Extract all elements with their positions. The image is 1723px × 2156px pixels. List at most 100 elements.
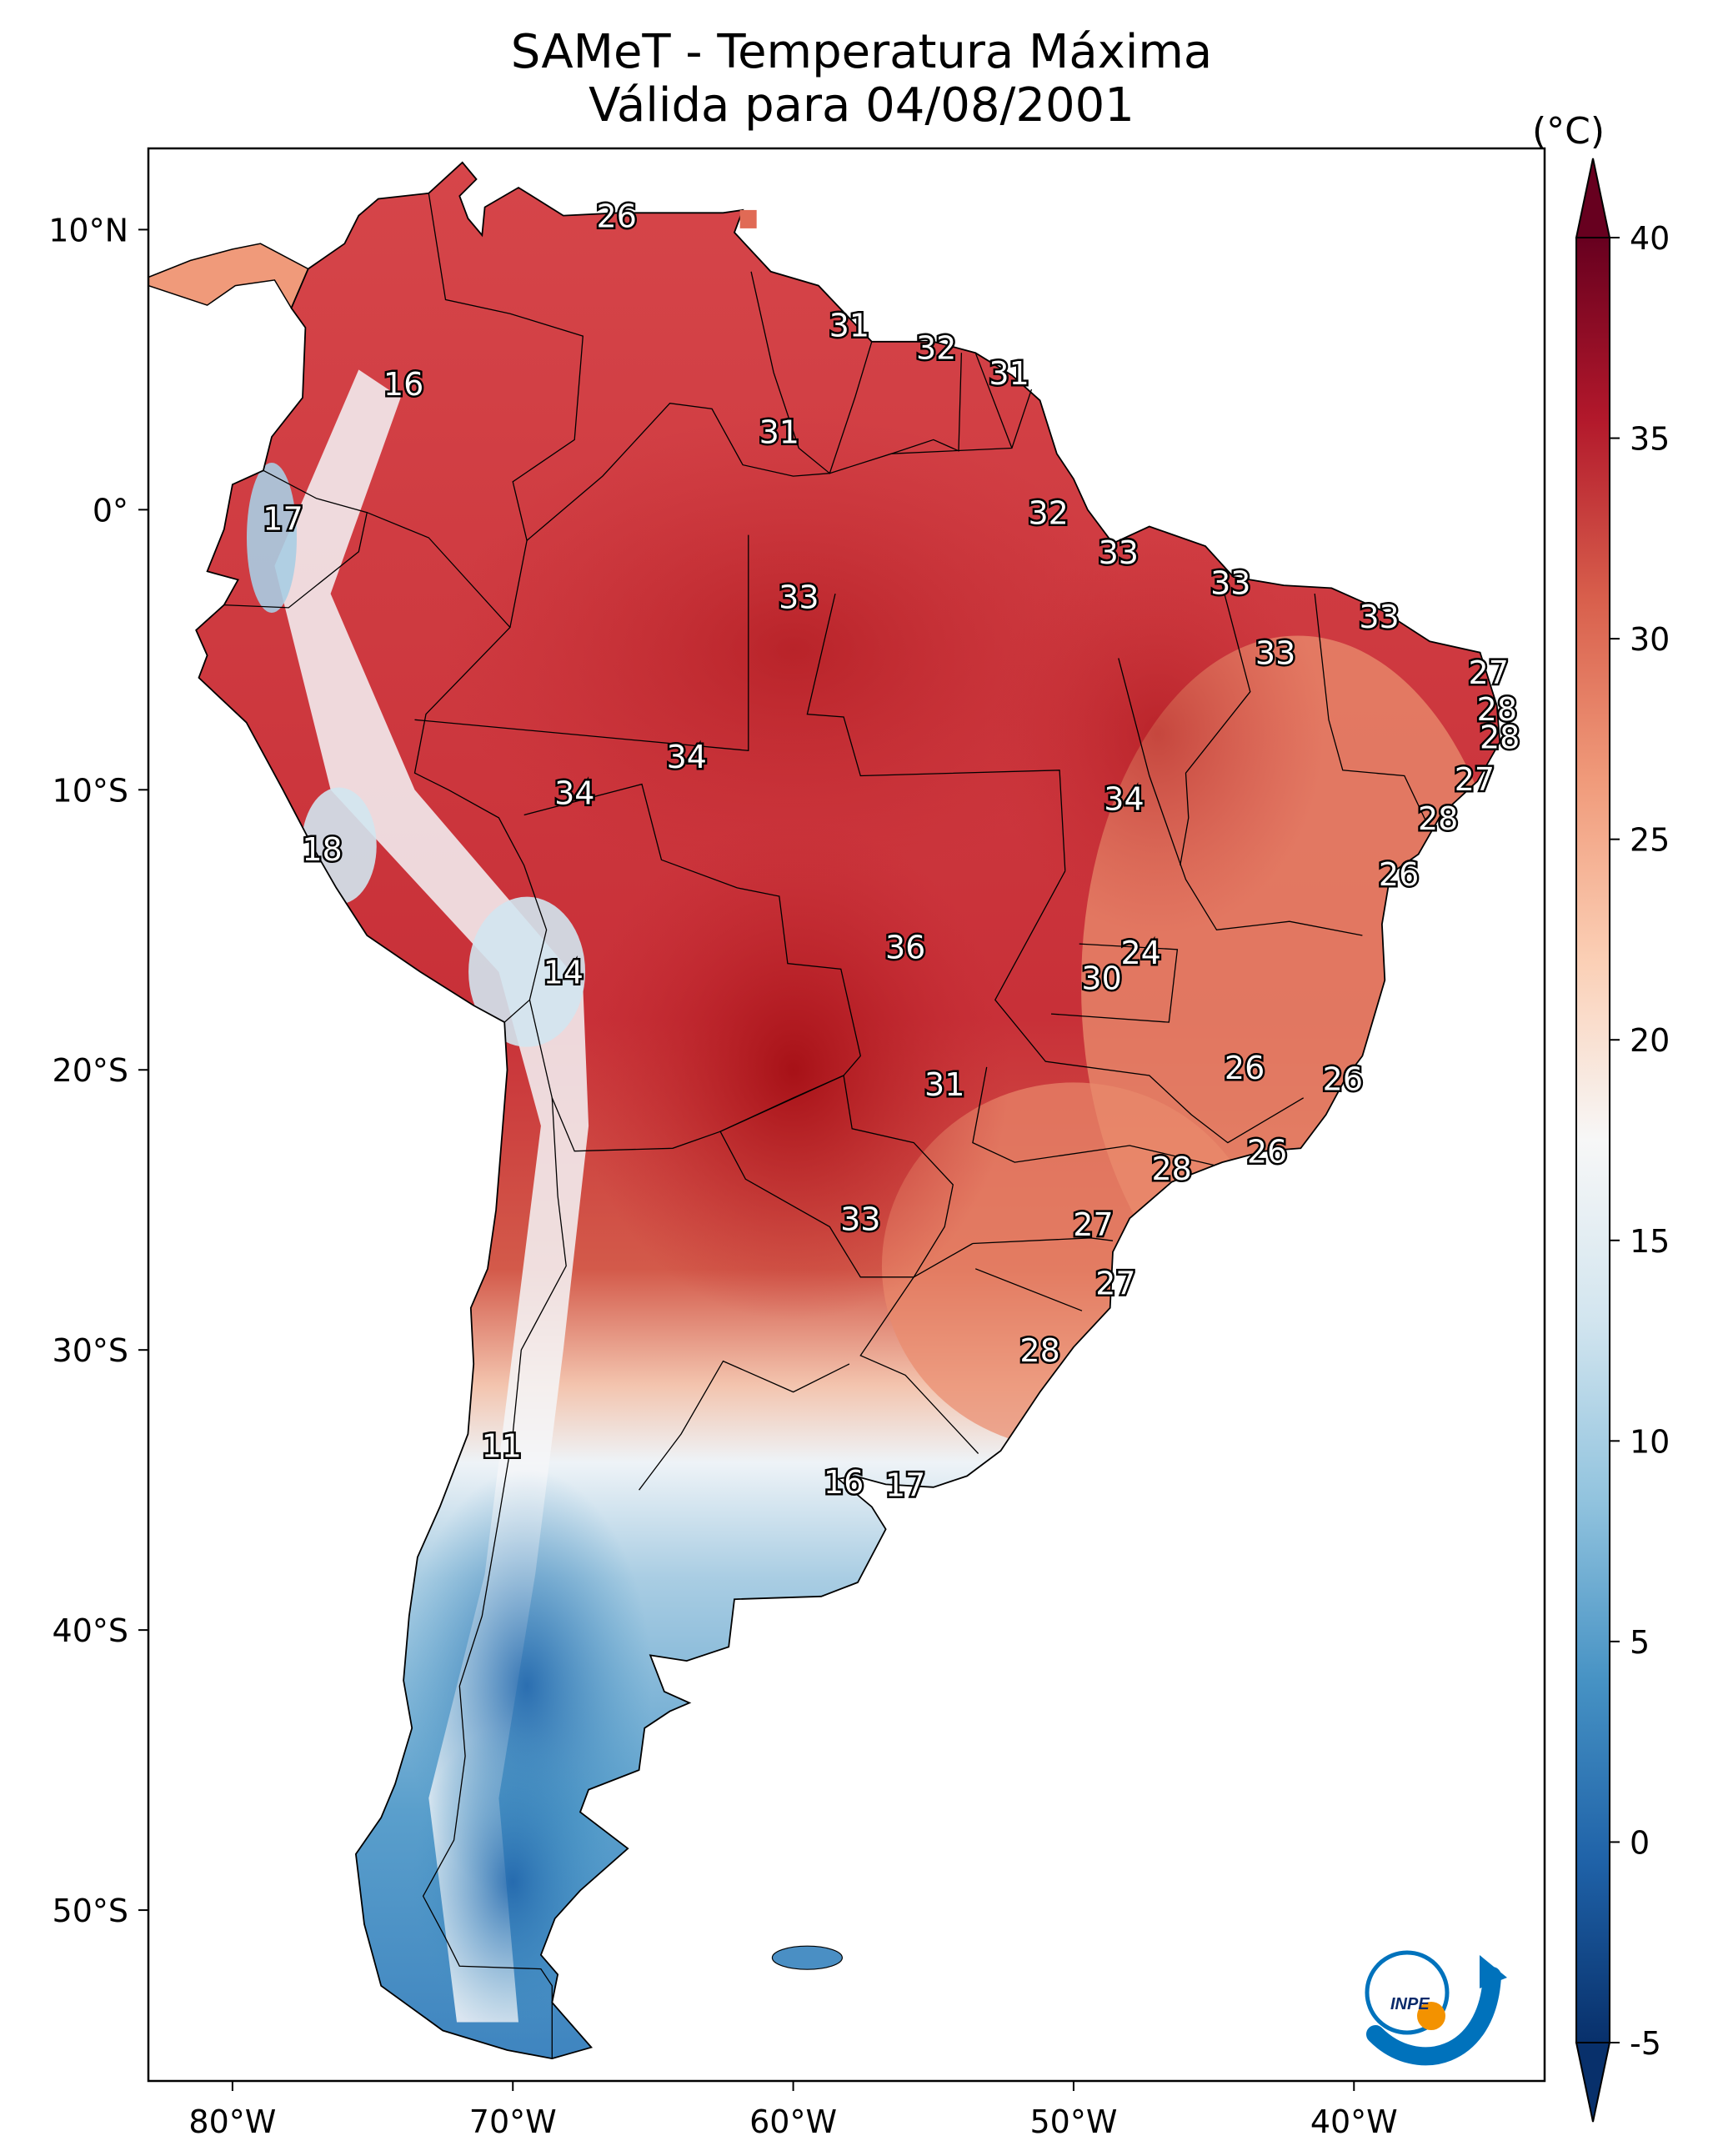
temperature-label: 33 xyxy=(1359,599,1399,635)
temperature-label: 16 xyxy=(824,1464,864,1501)
temperature-label: 36 xyxy=(885,929,925,965)
colorbar-tick-label: 40 xyxy=(1630,220,1670,257)
temperature-label: 18 xyxy=(302,831,342,868)
y-tick-label: 20°S xyxy=(53,1052,128,1089)
colorbar-tick-label: 0 xyxy=(1630,1824,1650,1861)
colorbar-tick-label: 15 xyxy=(1630,1223,1670,1260)
temperature-label: 31 xyxy=(989,355,1029,392)
x-tick-label: 60°W xyxy=(749,2103,837,2140)
temperature-label: 34 xyxy=(1104,780,1144,817)
map-frame xyxy=(147,147,1546,2083)
temperature-label: 32 xyxy=(1028,495,1068,532)
border-line xyxy=(1050,943,1179,1023)
temperature-label: 14 xyxy=(543,955,584,991)
temperature-label: 17 xyxy=(263,500,303,537)
temperature-label: 33 xyxy=(840,1201,880,1237)
colorbar-unit: (°C) xyxy=(1532,110,1605,153)
central-america xyxy=(148,243,309,310)
temperature-label: 34 xyxy=(554,775,594,812)
temperature-label: 27 xyxy=(1455,761,1495,798)
border-line xyxy=(750,271,873,474)
map-title-line2: Válida para 04/08/2001 xyxy=(589,78,1134,133)
border-line xyxy=(806,593,1066,871)
border-line xyxy=(422,1097,567,2059)
temperature-label: 31 xyxy=(759,414,799,450)
border-line xyxy=(526,389,1033,541)
logo-text: INPE xyxy=(1390,1995,1430,2013)
temperature-label: 33 xyxy=(779,579,819,616)
political-borders xyxy=(223,193,1430,2059)
colorbar-tick-label: 10 xyxy=(1630,1423,1670,1460)
border-line xyxy=(223,469,368,609)
border-line xyxy=(859,1242,979,1454)
y-tick-label: 10°N xyxy=(48,212,128,248)
temperature-label: 33 xyxy=(1210,565,1250,602)
temperature-label: 28 xyxy=(1477,691,1517,728)
temperature-label: 26 xyxy=(597,198,637,235)
x-tick-label: 80°W xyxy=(188,2103,276,2140)
temperature-label: 27 xyxy=(1469,654,1509,691)
colorbar: -5 0 5 10 15 20 25 30 35 40 xyxy=(1575,158,1670,2123)
inpe-logo: INPE xyxy=(1365,1950,1507,2066)
colorbar-tick-label: 5 xyxy=(1630,1624,1650,1661)
temperature-label: 27 xyxy=(1095,1266,1135,1302)
border-line xyxy=(414,534,749,752)
colorbar-body xyxy=(1575,237,1610,2043)
x-tick-label: 40°W xyxy=(1310,2103,1398,2140)
x-tick-label: 70°W xyxy=(469,2103,557,2140)
y-axis: 10°N 0° 10°S 20°S 30°S 40°S 50°S xyxy=(48,212,148,1929)
border-line xyxy=(974,352,1013,449)
logo-ring-icon xyxy=(1365,1950,1450,2035)
y-tick-label: 10°S xyxy=(53,772,128,809)
y-tick-label: 50°S xyxy=(53,1893,128,1929)
border-line xyxy=(428,193,584,628)
temperature-label: 28 xyxy=(1151,1151,1191,1187)
border-line xyxy=(891,353,963,454)
temperature-label: 33 xyxy=(1255,635,1295,672)
y-tick-label: 40°S xyxy=(53,1612,128,1649)
border-line xyxy=(974,1268,1083,1311)
temperature-label: 31 xyxy=(924,1066,964,1103)
y-tick-label: 0° xyxy=(93,492,128,529)
temperature-label: 31 xyxy=(829,308,869,344)
south-america-landmass xyxy=(148,161,1501,2060)
temperature-label: 24 xyxy=(1120,935,1160,971)
temperature-label: 28 xyxy=(1019,1332,1059,1369)
temperature-label: 32 xyxy=(916,330,956,367)
temperature-label: 11 xyxy=(482,1427,522,1464)
colorbar-tick-label: 25 xyxy=(1630,822,1670,859)
temperature-label: 34 xyxy=(667,739,707,775)
logo-swoosh-icon xyxy=(1366,1967,1501,2066)
map-title-line1: SAMeT - Temperatura Máxima xyxy=(510,25,1213,79)
temperature-label: 16 xyxy=(383,366,423,403)
border-line xyxy=(719,1075,954,1278)
temperature-label: 26 xyxy=(1247,1134,1287,1171)
temperature-label: 27 xyxy=(1073,1206,1113,1243)
y-tick-label: 30°S xyxy=(53,1332,128,1369)
colorbar-tick-label: 35 xyxy=(1630,421,1670,458)
falkland-islands xyxy=(771,1945,844,1970)
trinidad-island xyxy=(739,209,757,228)
border-line xyxy=(639,1360,850,1491)
border-line xyxy=(972,1066,1215,1166)
x-tick-label: 50°W xyxy=(1029,2103,1117,2140)
border-line xyxy=(523,783,862,1152)
temperature-field xyxy=(196,162,1500,2059)
border-line xyxy=(1180,584,1251,866)
temperature-label: 17 xyxy=(885,1467,925,1503)
logo-arrow-icon xyxy=(1480,1955,1507,1988)
temperature-label: 28 xyxy=(1418,800,1458,837)
logo-sun-icon xyxy=(1417,2002,1445,2030)
border-line xyxy=(1118,658,1363,936)
temperature-label: 28 xyxy=(1480,719,1520,755)
border-line xyxy=(972,1237,1114,1245)
colorbar-tick-label: 30 xyxy=(1630,621,1670,658)
colorbar-tick-label: 20 xyxy=(1630,1022,1670,1059)
border-line xyxy=(367,512,548,1023)
temperature-label: 26 xyxy=(1379,856,1419,893)
temperature-label: 30 xyxy=(1081,960,1121,996)
temperature-label: 33 xyxy=(1099,534,1139,571)
border-line xyxy=(994,870,1305,1144)
